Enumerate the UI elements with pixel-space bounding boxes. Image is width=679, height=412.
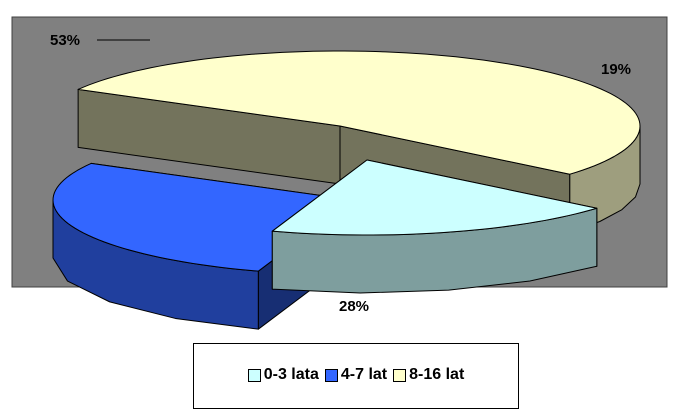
data-label-4-7-lat: 28% (339, 298, 369, 315)
legend-label-4-7-lat: 4-7 lat (340, 366, 388, 383)
legend-item-0-3-lata: 0-3 lata (247, 366, 319, 384)
legend-swatch-8-16-lat (393, 368, 407, 382)
legend-label-0-3-lata: 0-3 lata (263, 366, 319, 383)
legend-swatch-4-7-lat (324, 368, 338, 382)
legend-item-8-16-lat: 8-16 lat (393, 366, 464, 384)
slice-top-8-16-lat (77, 50, 641, 175)
slice-0-3-lata (271, 159, 598, 294)
legend-swatch-0-3-lata (247, 368, 261, 382)
data-label-0-3-lata: 19% (601, 61, 631, 78)
legend: 0-3 lata 4-7 lat 8-16 lat (193, 343, 519, 409)
data-label-8-16-lat: 53% (50, 32, 80, 49)
legend-item-4-7-lat: 4-7 lat (324, 366, 388, 384)
legend-label-8-16-lat: 8-16 lat (409, 366, 465, 383)
slice-top-0-3-lata (271, 159, 598, 236)
